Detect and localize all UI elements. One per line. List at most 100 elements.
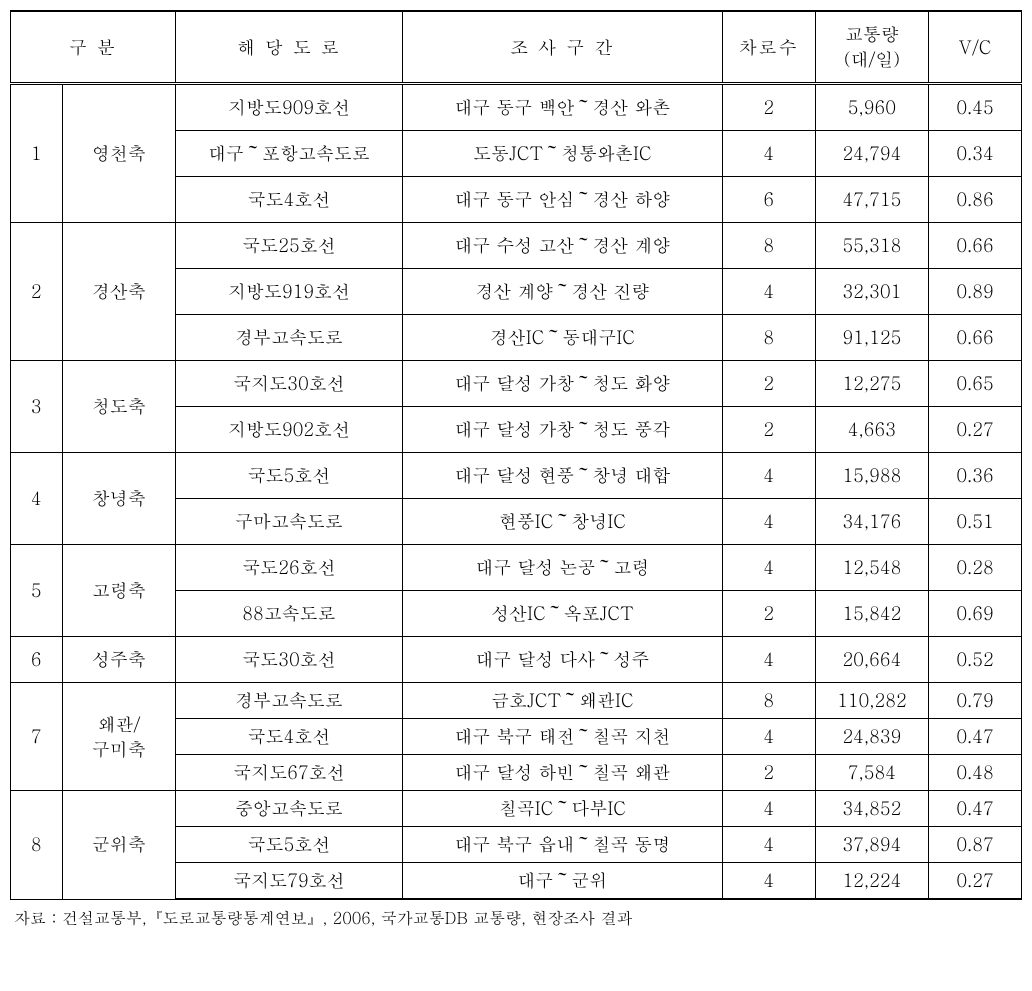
lanes-value: 4 [722, 827, 815, 863]
road-name: 대구～포항고속도로 [176, 131, 403, 177]
axis-name: 성주축 [62, 637, 175, 683]
traffic-value: 7,584 [815, 755, 928, 791]
road-name: 국도5호선 [176, 453, 403, 499]
lanes-value: 8 [722, 315, 815, 361]
group-number: 1 [11, 84, 63, 223]
vc-value: 0.79 [929, 683, 1022, 719]
axis-name: 창녕축 [62, 453, 175, 545]
road-name: 88고속도로 [176, 591, 403, 637]
group-number: 2 [11, 223, 63, 361]
lanes-value: 2 [722, 755, 815, 791]
road-name: 경부고속도로 [176, 315, 403, 361]
road-name: 구마고속도로 [176, 499, 403, 545]
road-name: 경부고속도로 [176, 683, 403, 719]
header-vc: V/C [929, 11, 1022, 84]
section-name: 대구 동구 안심～경산 하양 [403, 177, 723, 223]
traffic-value: 24,839 [815, 719, 928, 755]
group-number: 3 [11, 361, 63, 453]
vc-value: 0.47 [929, 791, 1022, 827]
traffic-table: 구 분 해 당 도 로 조 사 구 간 차로수 교통량 (대/일) V/C 1영… [10, 10, 1022, 900]
lanes-value: 4 [722, 499, 815, 545]
group-number: 5 [11, 545, 63, 637]
footnote: 자료 : 건설교통부,『도로교통량통계연보』, 2006, 국가교통DB 교통량… [10, 906, 1022, 929]
lanes-value: 8 [722, 683, 815, 719]
lanes-value: 2 [722, 591, 815, 637]
road-name: 지방도909호선 [176, 84, 403, 131]
table-header: 구 분 해 당 도 로 조 사 구 간 차로수 교통량 (대/일) V/C [11, 11, 1022, 84]
header-traffic: 교통량 (대/일) [815, 11, 928, 84]
section-name: 대구 달성 가창～청도 풍각 [403, 407, 723, 453]
lanes-value: 2 [722, 407, 815, 453]
lanes-value: 4 [722, 131, 815, 177]
section-name: 금호JCT～왜관IC [403, 683, 723, 719]
traffic-value: 24,794 [815, 131, 928, 177]
section-name: 경산IC～동대구IC [403, 315, 723, 361]
table-row: 3청도축국지도30호선대구 달성 가창～청도 화양212,2750.65 [11, 361, 1022, 407]
vc-value: 0.48 [929, 755, 1022, 791]
group-number: 7 [11, 683, 63, 791]
vc-value: 0.87 [929, 827, 1022, 863]
header-lanes: 차로수 [722, 11, 815, 84]
table-row: 6성주축국도30호선대구 달성 다사～성주420,6640.52 [11, 637, 1022, 683]
traffic-value: 91,125 [815, 315, 928, 361]
section-name: 대구 북구 태전～칠곡 지천 [403, 719, 723, 755]
road-name: 지방도919호선 [176, 269, 403, 315]
lanes-value: 4 [722, 719, 815, 755]
road-name: 국지도30호선 [176, 361, 403, 407]
traffic-value: 20,664 [815, 637, 928, 683]
section-name: 대구 수성 고산～경산 계양 [403, 223, 723, 269]
lanes-value: 4 [722, 863, 815, 900]
lanes-value: 4 [722, 269, 815, 315]
road-name: 국도25호선 [176, 223, 403, 269]
section-name: 대구 달성 논공～고령 [403, 545, 723, 591]
traffic-value: 37,894 [815, 827, 928, 863]
road-name: 국지도67호선 [176, 755, 403, 791]
vc-value: 0.66 [929, 223, 1022, 269]
vc-value: 0.34 [929, 131, 1022, 177]
vc-value: 0.47 [929, 719, 1022, 755]
section-name: 성산IC～옥포JCT [403, 591, 723, 637]
road-name: 국도30호선 [176, 637, 403, 683]
vc-value: 0.27 [929, 407, 1022, 453]
vc-value: 0.52 [929, 637, 1022, 683]
section-name: 대구 동구 백안～경산 와촌 [403, 84, 723, 131]
section-name: 대구 북구 읍내～칠곡 동명 [403, 827, 723, 863]
vc-value: 0.45 [929, 84, 1022, 131]
lanes-value: 4 [722, 545, 815, 591]
axis-name: 청도축 [62, 361, 175, 453]
axis-name: 군위축 [62, 791, 175, 900]
section-name: 현풍IC～창녕IC [403, 499, 723, 545]
section-name: 대구～군위 [403, 863, 723, 900]
vc-value: 0.51 [929, 499, 1022, 545]
traffic-value: 12,224 [815, 863, 928, 900]
traffic-value: 15,842 [815, 591, 928, 637]
group-number: 4 [11, 453, 63, 545]
section-name: 대구 달성 하빈～칠곡 왜관 [403, 755, 723, 791]
traffic-value: 32,301 [815, 269, 928, 315]
lanes-value: 6 [722, 177, 815, 223]
vc-value: 0.86 [929, 177, 1022, 223]
group-number: 6 [11, 637, 63, 683]
lanes-value: 4 [722, 453, 815, 499]
road-name: 국도4호선 [176, 177, 403, 223]
vc-value: 0.69 [929, 591, 1022, 637]
section-name: 칠곡IC～다부IC [403, 791, 723, 827]
lanes-value: 4 [722, 637, 815, 683]
table-row: 1영천축지방도909호선대구 동구 백안～경산 와촌25,9600.45 [11, 84, 1022, 131]
traffic-value: 34,176 [815, 499, 928, 545]
table-row: 5고령축국도26호선대구 달성 논공～고령412,5480.28 [11, 545, 1022, 591]
axis-name: 고령축 [62, 545, 175, 637]
table-body: 1영천축지방도909호선대구 동구 백안～경산 와촌25,9600.45대구～포… [11, 84, 1022, 900]
lanes-value: 8 [722, 223, 815, 269]
lanes-value: 4 [722, 791, 815, 827]
table-row: 7왜관/구미축경부고속도로금호JCT～왜관IC8110,2820.79 [11, 683, 1022, 719]
lanes-value: 2 [722, 361, 815, 407]
axis-name: 경산축 [62, 223, 175, 361]
section-name: 대구 달성 현풍～창녕 대합 [403, 453, 723, 499]
traffic-value: 110,282 [815, 683, 928, 719]
vc-value: 0.89 [929, 269, 1022, 315]
traffic-value: 55,318 [815, 223, 928, 269]
section-name: 대구 달성 다사～성주 [403, 637, 723, 683]
section-name: 도동JCT～청통와촌IC [403, 131, 723, 177]
traffic-value: 34,852 [815, 791, 928, 827]
